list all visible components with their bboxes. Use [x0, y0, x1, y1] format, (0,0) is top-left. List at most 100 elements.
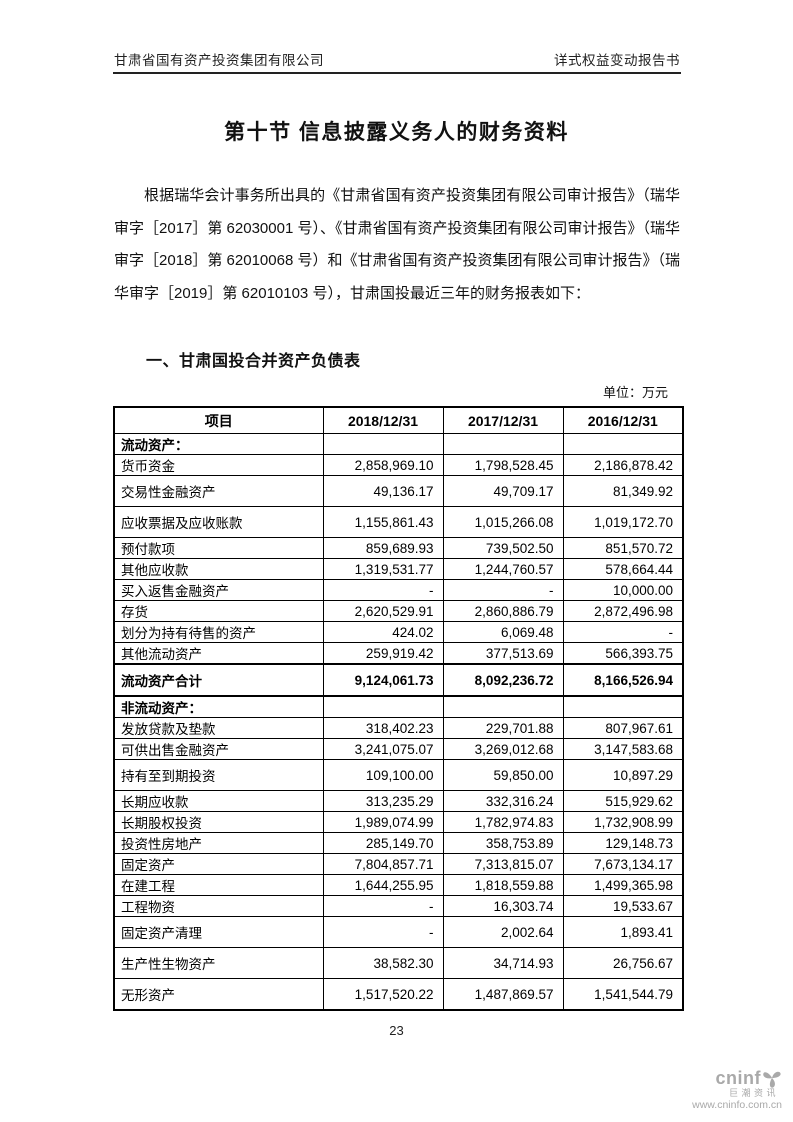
- table-row: 买入返售金融资产 - -10,000.00: [113, 579, 684, 601]
- row-label: 固定资产: [113, 853, 324, 875]
- row-label: 生产性生物资产: [113, 947, 324, 979]
- row-value: 7,313,815.07: [442, 853, 564, 875]
- row-label: 流动资产合计: [113, 663, 324, 697]
- row-value: 8,092,236.72: [442, 663, 564, 697]
- page-number: 23: [389, 1023, 404, 1038]
- balance-sheet-head: 项目 2018/12/31 2017/12/31 2016/12/31: [113, 406, 684, 434]
- row-value: 424.02: [322, 621, 444, 643]
- row-label: 投资性房地产: [113, 832, 324, 854]
- row-label: 货币资金: [113, 454, 324, 476]
- row-value: 807,967.61: [562, 717, 684, 739]
- row-value: [322, 433, 444, 455]
- row-value: -: [322, 916, 444, 948]
- column-header-2016: 2016/12/31: [562, 406, 684, 434]
- row-value: 49,136.17: [322, 475, 444, 507]
- row-value: 3,147,583.68: [562, 738, 684, 760]
- table-row: 长期应收款 313,235.29 332,316.24 515,929.62: [113, 790, 684, 812]
- row-value: 8,166,526.94: [562, 663, 684, 697]
- row-value: 7,804,857.71: [322, 853, 444, 875]
- row-value: 59,850.00: [442, 759, 564, 791]
- row-label: 固定资产清理: [113, 916, 324, 948]
- row-label: 可供出售金融资产: [113, 738, 324, 760]
- table-row: 应收票据及应收账款 1,155,861.43 1,015,266.08 1,019,1…: [113, 506, 684, 538]
- row-value: 1,644,255.95: [322, 874, 444, 896]
- row-label: 流动资产：: [113, 433, 324, 455]
- row-value: [442, 695, 564, 718]
- row-value: 26,756.67: [562, 947, 684, 979]
- row-label: 无形资产: [113, 978, 324, 1011]
- row-value: 515,929.62: [562, 790, 684, 812]
- row-value: 2,872,496.98: [562, 600, 684, 622]
- table-header-row: 项目 2018/12/31 2017/12/31 2016/12/31: [113, 406, 684, 434]
- row-value: 2,860,886.79: [442, 600, 564, 622]
- row-value: -: [562, 621, 684, 643]
- row-value: [442, 433, 564, 455]
- row-value: 1,798,528.45: [442, 454, 564, 476]
- table-row: 发放贷款及垫款 318,402.23 229,701.88 807,967.61: [113, 717, 684, 739]
- table-row: 非流动资产：: [113, 695, 684, 718]
- row-label: 长期股权投资: [113, 811, 324, 833]
- subsection-heading: 一、甘肃国投合并资产负债表: [146, 353, 361, 370]
- row-value: 259,919.42: [322, 642, 444, 665]
- row-value: 109,100.00: [322, 759, 444, 791]
- table-row: 固定资产 7,804,857.71 7,313,815.07 7,673,134.17: [113, 853, 684, 875]
- row-value: 2,002.64: [442, 916, 564, 948]
- balance-sheet-table: 项目 2018/12/31 2017/12/31 2016/12/31 流动资产…: [113, 406, 684, 1011]
- row-value: 1,487,869.57: [442, 978, 564, 1011]
- row-value: 34,714.93: [442, 947, 564, 979]
- balance-sheet-body: 流动资产： 货币资金 2,858,969.10 1,798,528.45 2,186,8…: [113, 433, 684, 1011]
- row-value: [562, 433, 684, 455]
- row-value: 49,709.17: [442, 475, 564, 507]
- table-row: 其他应收款 1,319,531.77 1,244,760.57 578,664.44: [113, 558, 684, 580]
- row-value: 1,019,172.70: [562, 506, 684, 538]
- table-row: 流动资产合计 9,124,061.73 8,092,236.72 8,166,526.…: [113, 663, 684, 697]
- row-label: 持有至到期投资: [113, 759, 324, 791]
- row-value: 1,782,974.83: [442, 811, 564, 833]
- row-value: 1,319,531.77: [322, 558, 444, 580]
- row-value: [322, 695, 444, 718]
- row-label: 工程物资: [113, 895, 324, 917]
- row-value: 358,753.89: [442, 832, 564, 854]
- cninfo-logo-text: cninf: [715, 1068, 761, 1088]
- row-value: 16,303.74: [442, 895, 564, 917]
- table-row: 可供出售金融资产 3,241,075.07 3,269,012.68 3,147,58…: [113, 738, 684, 760]
- row-label: 其他应收款: [113, 558, 324, 580]
- row-value: 566,393.75: [562, 642, 684, 665]
- row-value: -: [322, 895, 444, 917]
- row-label: 划分为持有待售的资产: [113, 621, 324, 643]
- column-header-2018: 2018/12/31: [322, 406, 444, 434]
- table-row: 存货 2,620,529.91 2,860,886.79 2,872,496.98: [113, 600, 684, 622]
- row-value: 1,818,559.88: [442, 874, 564, 896]
- row-value: 229,701.88: [442, 717, 564, 739]
- row-value: 313,235.29: [322, 790, 444, 812]
- page-header: 甘肃省国有资产投资集团有限公司 详式权益变动报告书: [114, 49, 680, 69]
- row-label: 交易性金融资产: [113, 475, 324, 507]
- row-value: 9,124,061.73: [322, 663, 444, 697]
- column-header-item: 项目: [113, 406, 324, 434]
- row-label: 其他流动资产: [113, 642, 324, 665]
- row-value: 859,689.93: [322, 537, 444, 559]
- row-value: 578,664.44: [562, 558, 684, 580]
- table-row: 生产性生物资产 38,582.30 34,714.93 26,756.67: [113, 947, 684, 979]
- row-value: [562, 695, 684, 718]
- table-row: 交易性金融资产 49,136.17 49,709.17 81,349.92: [113, 475, 684, 507]
- row-value: 129,148.73: [562, 832, 684, 854]
- table-row: 无形资产 1,517,520.22 1,487,869.57 1,541,544.79: [113, 978, 684, 1011]
- table-row: 长期股权投资 1,989,074.99 1,782,974.83 1,732,908.…: [113, 811, 684, 833]
- table-row: 工程物资 -16,303.74 19,533.67: [113, 895, 684, 917]
- row-label: 买入返售金融资产: [113, 579, 324, 601]
- row-value: 851,570.72: [562, 537, 684, 559]
- row-value: 377,513.69: [442, 642, 564, 665]
- row-value: 2,858,969.10: [322, 454, 444, 476]
- row-label: 发放贷款及垫款: [113, 717, 324, 739]
- row-value: 332,316.24: [442, 790, 564, 812]
- row-value: 19,533.67: [562, 895, 684, 917]
- header-divider: [113, 72, 681, 74]
- section-title: 第十节 信息披露义务人的财务资料: [224, 121, 569, 144]
- row-label: 非流动资产：: [113, 695, 324, 718]
- row-value: -: [442, 579, 564, 601]
- cninfo-logo: cninf: [692, 1068, 782, 1088]
- table-row: 投资性房地产 285,149.70 358,753.89 129,148.73: [113, 832, 684, 854]
- table-row: 预付款项 859,689.93 739,502.50 851,570.72: [113, 537, 684, 559]
